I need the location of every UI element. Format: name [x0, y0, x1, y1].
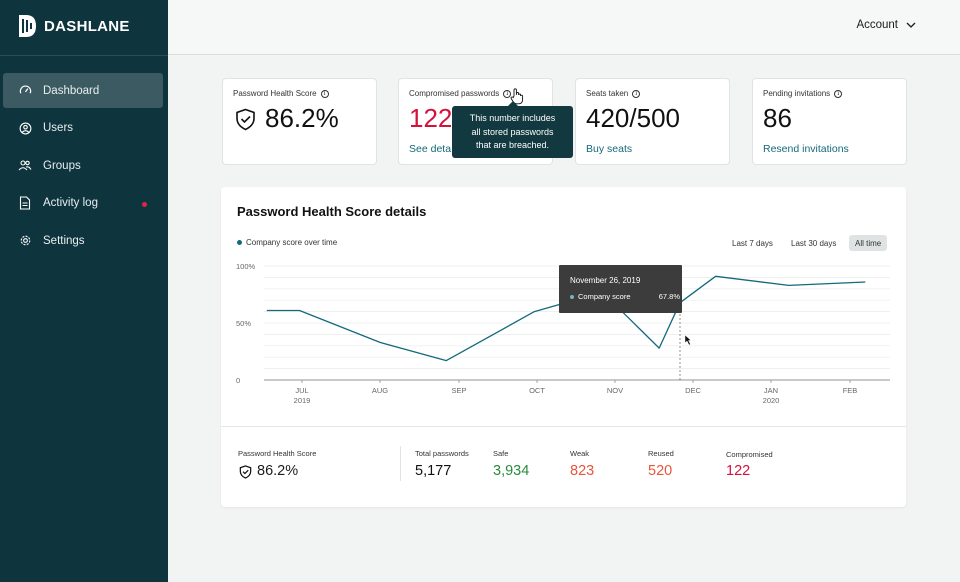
- pending-invitations-value: 86: [763, 103, 792, 133]
- health-score-details-panel: Password Health Score details Company sc…: [221, 187, 906, 507]
- tooltip-line: This number includes: [469, 113, 556, 123]
- x-tick-label: DEC: [685, 386, 701, 395]
- health-score-value: 86.2%: [265, 103, 339, 133]
- stat-label: Total passwords: [415, 449, 469, 458]
- details-title: Password Health Score details: [237, 204, 427, 219]
- pending-invitations-card: Pending invitations i 86 Resend invitati…: [752, 78, 907, 165]
- sidebar-item-activity-log[interactable]: Activity log: [3, 186, 163, 221]
- chart-tooltip: November 26, 2019 Company score 67.8%: [559, 265, 682, 313]
- seats-card: Seats taken i 420/500 Buy seats: [575, 78, 730, 165]
- card-label-row: Seats taken i: [586, 89, 641, 98]
- stat-label: Compromised: [726, 450, 773, 459]
- sidebar-nav: Dashboard Users Groups Activity log S: [3, 73, 163, 261]
- x-tick-label: SEP: [451, 386, 466, 395]
- range-all-time[interactable]: All time: [849, 235, 888, 251]
- gear-icon: [18, 234, 32, 248]
- sidebar-divider: [0, 55, 168, 56]
- document-icon: [18, 196, 32, 210]
- card-label-row: Compromised passwords i: [409, 89, 512, 98]
- tooltip-line: that are breached.: [475, 140, 550, 150]
- chart-tooltip-row: Company score 67.8%: [570, 292, 680, 301]
- x-tick-sublabel: 2020: [763, 396, 780, 405]
- stat-label: Weak: [570, 449, 590, 458]
- dashlane-logo-icon: [19, 15, 36, 37]
- resend-invitations-link[interactable]: Resend invitations: [763, 143, 849, 155]
- groups-icon: [18, 159, 32, 173]
- stat-value-weak: 823: [570, 463, 595, 479]
- stat-value-total: 5,177: [415, 463, 452, 479]
- stat-value-safe: 3,934: [493, 463, 530, 479]
- top-bar: Account: [168, 0, 960, 55]
- sidebar-item-label: Users: [43, 122, 74, 134]
- legend-dot: [237, 240, 242, 245]
- x-tick-label: JUL: [295, 386, 308, 395]
- x-tick-label: FEB: [843, 386, 858, 395]
- card-label: Compromised passwords: [409, 89, 500, 98]
- user-circle-icon: [18, 121, 32, 135]
- hand-cursor-icon: [510, 88, 524, 105]
- tooltip-line: all stored passwords: [471, 126, 554, 137]
- card-label: Seats taken: [586, 89, 629, 98]
- seats-value: 420/500: [586, 103, 680, 133]
- sidebar-item-users[interactable]: Users: [3, 111, 163, 146]
- info-icon[interactable]: i: [834, 89, 843, 98]
- health-score-card: Password Health Score i 86.2%: [222, 78, 377, 165]
- y-tick-label: 0: [236, 376, 240, 385]
- sidebar-item-settings[interactable]: Settings: [3, 223, 163, 258]
- info-icon[interactable]: i: [503, 89, 512, 98]
- arrow-cursor-icon: [684, 334, 692, 346]
- compromised-value: 122: [409, 103, 453, 133]
- buy-seats-link[interactable]: Buy seats: [586, 143, 633, 155]
- info-icon[interactable]: i: [320, 89, 329, 98]
- card-label: Pending invitations: [763, 89, 831, 98]
- account-menu[interactable]: Account: [856, 19, 916, 31]
- card-label: Password Health Score: [233, 89, 317, 98]
- summary-divider: [400, 446, 401, 481]
- chart-legend: Company score over time: [237, 238, 337, 247]
- chart-tooltip-series: Company score: [578, 292, 631, 301]
- shield-check-icon: [239, 465, 252, 479]
- x-tick-label: OCT: [529, 386, 545, 395]
- summary-health-label: Password Health Score: [238, 449, 317, 458]
- chart-tooltip-value: 67.8%: [658, 292, 680, 301]
- sidebar-item-label: Activity log: [43, 197, 98, 209]
- logo-text: DASHLANE: [44, 17, 130, 35]
- sidebar-item-label: Dashboard: [43, 84, 100, 97]
- x-tick-label: AUG: [372, 386, 388, 395]
- legend-label: Company score over time: [246, 238, 338, 247]
- summary-health-value: 86.2%: [257, 463, 299, 479]
- chevron-down-icon: [906, 22, 916, 28]
- stat-value-reused: 520: [648, 463, 673, 479]
- range-last-7-days[interactable]: Last 7 days: [732, 238, 773, 248]
- details-divider: [221, 426, 906, 427]
- stat-label: Reused: [648, 449, 674, 458]
- see-details-link[interactable]: See deta: [409, 143, 452, 155]
- chart-tooltip-date: November 26, 2019: [570, 276, 641, 285]
- gauge-icon: [18, 84, 32, 98]
- stat-value-compromised: 122: [726, 463, 751, 479]
- notification-dot: [142, 201, 147, 207]
- sidebar-item-label: Groups: [43, 159, 81, 172]
- shield-check-icon: [236, 108, 255, 131]
- compromised-info-tooltip: This number includes all stored password…: [452, 101, 573, 158]
- sidebar: DASHLANE Dashboard Users Groups Activity: [0, 0, 168, 582]
- y-tick-label: 100%: [236, 262, 256, 271]
- chart-tooltip-dot: [570, 294, 574, 299]
- x-tick-sublabel: 2019: [294, 396, 311, 405]
- range-last-30-days[interactable]: Last 30 days: [791, 238, 837, 248]
- card-label-row: Pending invitations i: [763, 89, 843, 98]
- y-tick-label: 50%: [236, 319, 251, 328]
- x-tick-label: JAN: [764, 386, 778, 395]
- card-label-row: Password Health Score i: [233, 89, 329, 98]
- sidebar-item-groups[interactable]: Groups: [3, 148, 163, 183]
- dashlane-logo[interactable]: DASHLANE: [18, 14, 130, 38]
- sidebar-item-label: Settings: [43, 234, 85, 247]
- account-label: Account: [856, 19, 898, 31]
- stat-label: Safe: [493, 449, 509, 458]
- info-icon[interactable]: i: [632, 89, 641, 98]
- sidebar-item-dashboard[interactable]: Dashboard: [3, 73, 163, 108]
- x-tick-label: NOV: [607, 386, 623, 395]
